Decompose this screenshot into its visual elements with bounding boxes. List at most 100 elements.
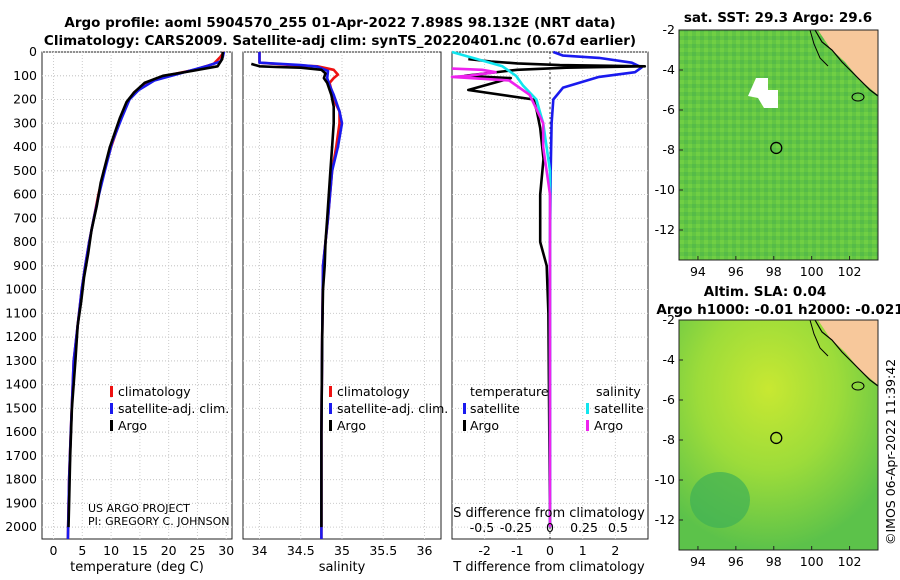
map-y-tick-label: -6 (663, 392, 676, 407)
map-frame (678, 29, 879, 261)
y-tick-label: 300 (13, 115, 37, 130)
diff-legend-s-argo-swatch (586, 420, 589, 431)
map-y-tick-label: -6 (663, 102, 676, 117)
legend-title-temperature: temperature (470, 384, 549, 399)
legend-climatology: climatology (118, 384, 191, 399)
sal-legend-argo: Argo (337, 418, 366, 433)
sla-island (851, 381, 865, 391)
x-tick-label: 30 (218, 543, 234, 558)
sla-map-title-2: Argo h1000: -0.01 h2000: -0.021 (656, 302, 900, 318)
map-y-tick-label: -2 (663, 312, 675, 327)
x-tick-label: 10 (103, 543, 119, 558)
sst-field (679, 30, 878, 260)
sst-coastline (814, 29, 879, 97)
x-tick-label: 15 (132, 543, 148, 558)
diff-legend-t-argo-swatch (463, 420, 466, 431)
s-tick-label: -0.5 (470, 520, 494, 535)
map-y-tick-label: -4 (663, 62, 676, 77)
argo-position-marker (770, 141, 783, 155)
map-y-tick-label: -10 (655, 472, 675, 487)
y-tick-label: 1500 (5, 400, 37, 415)
map-x-tick-label: 98 (766, 554, 782, 569)
sal-legend-climatology-swatch (329, 386, 332, 397)
sst-map: sat. SST: 29.3 Argo: 29.6 94 96 98 100 102 -2… (655, 10, 879, 279)
map-x-tick-label: 98 (766, 264, 782, 279)
map-y-tick-label: -12 (655, 222, 675, 237)
sst-map-title: sat. SST: 29.3 Argo: 29.6 (684, 10, 872, 26)
y-tick-label: 1700 (5, 448, 37, 463)
diff-legend-t-argo: Argo (470, 418, 499, 433)
y-tick-label: 500 (13, 163, 37, 178)
difference-panel: -2 -1 0 1 2 -0.5 -0.25 0 0.25 0.5 S difference f… (450, 50, 649, 575)
map-x-tick-label: 94 (690, 554, 706, 569)
sal-legend-argo-swatch (329, 420, 332, 431)
salinity-lines (250, 52, 344, 539)
y-tick-label: 1100 (5, 305, 37, 320)
diff-legend-s-argo: Argo (594, 418, 623, 433)
map-frame (678, 319, 879, 551)
x-tick-label: 0 (546, 543, 554, 558)
temperature-xlabel: temperature (deg C) (70, 560, 204, 575)
x-tick-label: 2 (611, 543, 619, 558)
x-tick-label: 5 (78, 543, 86, 558)
map-y-tick-label: -2 (663, 22, 675, 37)
credit-pi: PI: GREGORY C. JOHNSON (88, 515, 229, 528)
map-y-tick-label: -12 (655, 512, 675, 527)
salinity-x-ticks: 34 34.5 35 35.5 36 (252, 543, 433, 558)
sla-low-anomaly (690, 472, 750, 528)
sla-coastline (814, 319, 879, 387)
argo-position-marker-sla (770, 431, 783, 445)
y-tick-label: 2000 (5, 519, 37, 534)
series-argo (67, 51, 225, 528)
map-y-tick-label: -8 (663, 142, 676, 157)
pressure-ticks: 0 100 200 300 400 500 600 700 800 900 1000 1100 1200… (5, 44, 37, 534)
y-tick-label: 900 (13, 258, 37, 273)
temperature-panel: 0 5 10 15 20 25 30 0 100 200 300 400 500 600 700 800 90… (5, 44, 234, 575)
map-x-tick-label: 94 (690, 264, 706, 279)
y-tick-label: 400 (13, 139, 37, 154)
diff-legend-t-satellite: satellite (470, 401, 520, 416)
sla-map-title-1: Altim. SLA: 0.04 (704, 284, 826, 300)
legend-title-salinity: salinity (596, 384, 641, 399)
sal-legend-climatology: climatology (337, 384, 410, 399)
temperature-x-ticks: 0 5 10 15 20 25 30 (50, 543, 235, 558)
y-tick-label: 1800 (5, 472, 37, 487)
diff-legend-t-satellite-swatch (463, 403, 466, 414)
legend-argo: Argo (118, 418, 147, 433)
x-tick-label: 34.5 (287, 543, 315, 558)
map-x-tick-label: 102 (838, 264, 862, 279)
series-salinity-argo (450, 67, 552, 528)
y-tick-label: 1400 (5, 377, 37, 392)
title-line-2: Climatology: CARS2009. Satellite-adj cli… (44, 33, 636, 49)
y-tick-label: 100 (13, 68, 37, 83)
legend-climatology-swatch (110, 386, 113, 397)
salinity-grid (243, 51, 441, 539)
sal-legend-satellite: satellite-adj. clim. (337, 401, 448, 416)
sst-missing-data (748, 78, 778, 108)
sla-map-ticks: 94 96 98 100 102 -2 -4 -6 -8 -10 -12 (655, 312, 879, 569)
y-tick-label: 0 (29, 44, 37, 59)
imos-stamp: ©IMOS 06-Apr-2022 11:39:42 (883, 359, 898, 545)
s-tick-label: 0.5 (608, 520, 628, 535)
y-tick-label: 600 (13, 187, 37, 202)
argo-marker-circle (770, 431, 783, 445)
y-tick-label: 800 (13, 234, 37, 249)
map-x-tick-label: 96 (728, 554, 744, 569)
s-tick-label: 0.25 (570, 520, 598, 535)
map-y-tick-label: -8 (663, 432, 676, 447)
temperature-legend: climatology satellite-adj. clim. Argo (110, 384, 229, 433)
map-x-tick-label: 100 (800, 264, 824, 279)
legend-satellite-swatch (110, 403, 113, 414)
x-tick-label: 36 (417, 543, 433, 558)
temperature-lines (66, 51, 226, 540)
diff-legend-s-satellite-swatch (586, 403, 589, 414)
map-y-tick-label: -4 (663, 352, 676, 367)
s-tick-label: 0 (546, 520, 554, 535)
salinity-legend: climatology satellite-adj. clim. Argo (329, 384, 448, 433)
series-temperature-argo (463, 57, 647, 528)
credit-project: US ARGO PROJECT (88, 502, 190, 515)
x-tick-label: 35 (334, 543, 350, 558)
t-difference-label: T difference from climatology (452, 560, 645, 575)
sst-land (818, 30, 878, 95)
